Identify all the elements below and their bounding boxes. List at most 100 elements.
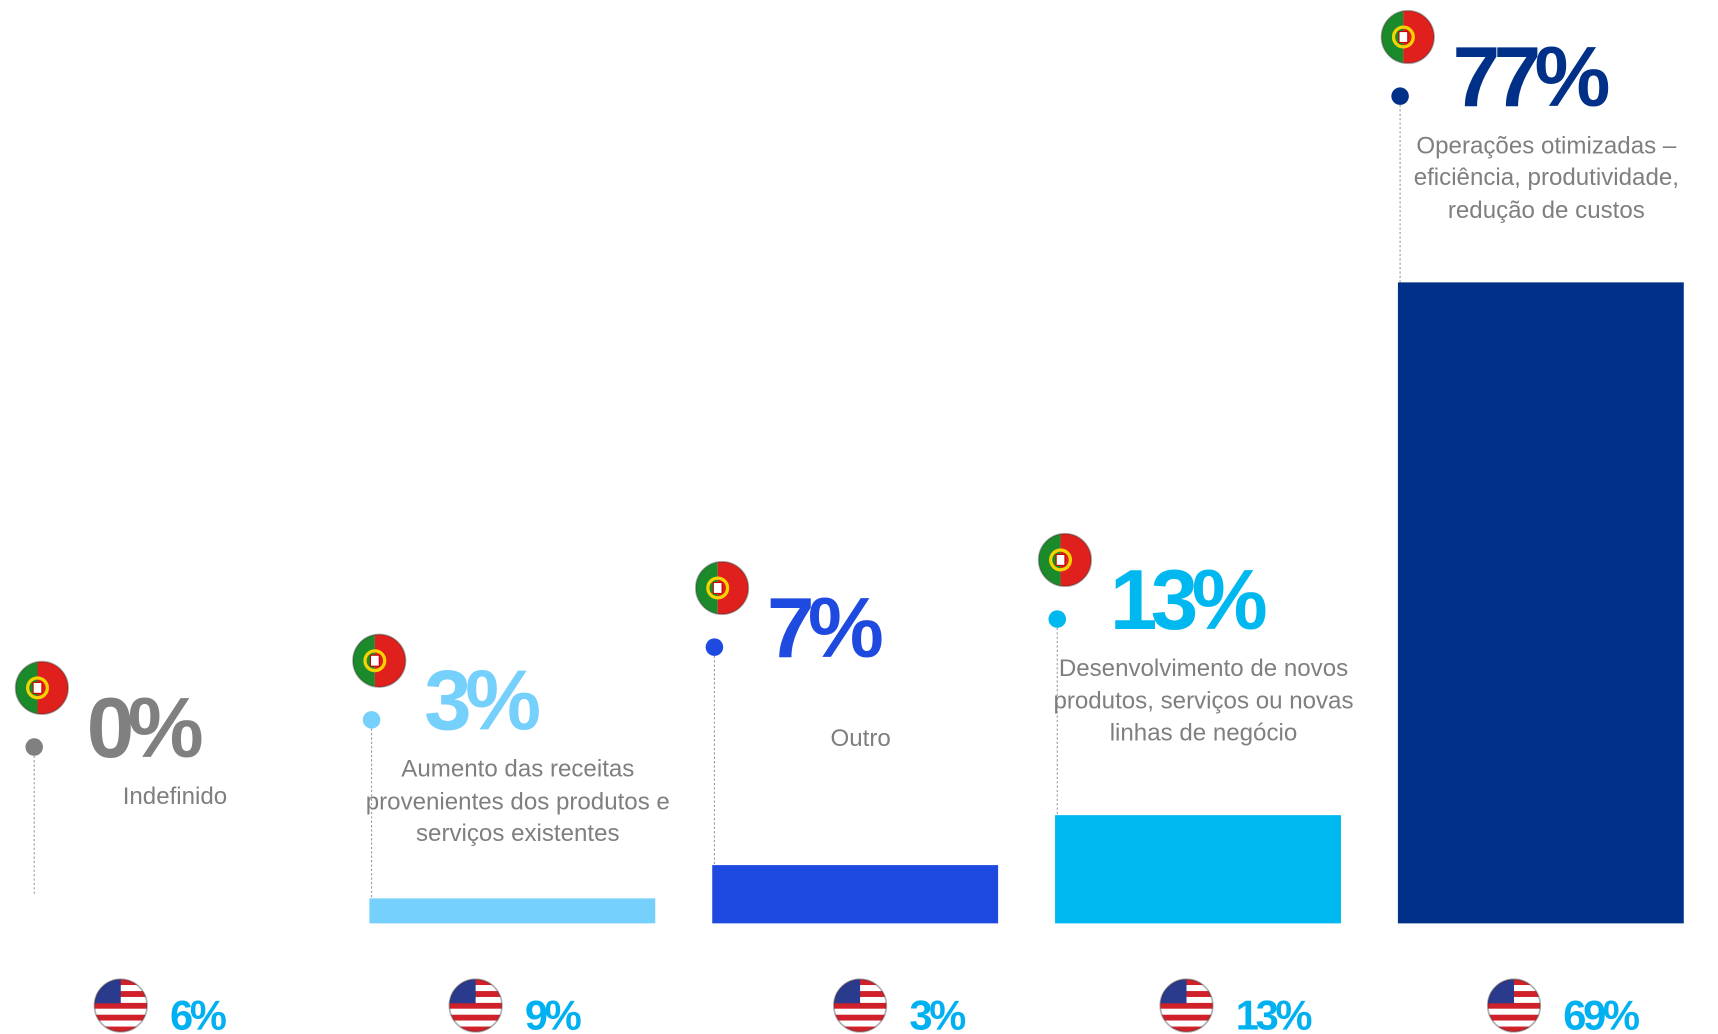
flag-stripe xyxy=(1487,985,1541,992)
flag-shield xyxy=(712,581,723,595)
flag-stripe xyxy=(833,1008,887,1015)
flag-body xyxy=(94,979,148,1032)
flag-stripe xyxy=(94,1008,148,1015)
us-flag xyxy=(448,978,503,1033)
us-flag xyxy=(1159,978,1214,1033)
dot xyxy=(1391,87,1409,105)
flag-stripe xyxy=(449,1008,502,1015)
pt-flag xyxy=(14,660,69,715)
value-label: 7% xyxy=(767,581,882,676)
flag-body xyxy=(1381,10,1435,64)
flag-stripe xyxy=(833,1026,887,1032)
flag-emblem xyxy=(363,649,387,673)
flag-stripe xyxy=(1160,1014,1213,1021)
category-label: Aumento das receitas provenientes dos pr… xyxy=(365,754,670,847)
us-value-label: 6% xyxy=(170,992,226,1034)
bar xyxy=(369,898,656,924)
flag-stripe xyxy=(1487,1008,1541,1015)
flag-stripe xyxy=(1487,1026,1541,1032)
flag-stripe xyxy=(449,985,502,992)
flag-stripe xyxy=(1487,1020,1541,1027)
flag-shine xyxy=(832,978,888,1033)
flag-emblem xyxy=(1049,548,1073,572)
bar xyxy=(1397,282,1684,924)
flag-stripe xyxy=(449,996,502,1003)
flag-shield xyxy=(369,654,380,667)
flag-stripe xyxy=(94,991,148,997)
flag-stripe xyxy=(833,1014,887,1021)
pt-flag xyxy=(1380,9,1435,65)
flag-emblem xyxy=(706,576,730,600)
flag-shield xyxy=(32,681,43,694)
dot xyxy=(25,738,43,756)
flag-stripe xyxy=(1160,1008,1213,1015)
flag-stripe xyxy=(449,1026,502,1032)
flag-shine xyxy=(1486,978,1542,1033)
flag-stripe xyxy=(449,1014,502,1021)
flag-stripe xyxy=(1487,1014,1541,1021)
flag-shine xyxy=(352,633,407,688)
flag-stripe xyxy=(94,1026,148,1032)
value-label: 77% xyxy=(1453,30,1609,125)
flag-body xyxy=(449,979,502,1032)
flag-shine xyxy=(694,560,750,616)
category-box: Operações otimizadas – eficiência, produ… xyxy=(1413,131,1679,224)
flag-emblem xyxy=(1391,25,1415,49)
flag-shine xyxy=(1159,978,1214,1033)
category-label: Operações otimizadas – eficiência, produ… xyxy=(1413,131,1679,224)
category-box: Indefinido xyxy=(122,782,228,810)
flag-stripe xyxy=(94,1020,148,1027)
flag-stripe xyxy=(833,1002,887,1009)
flag-shine xyxy=(448,978,503,1033)
us-value-label: 13% xyxy=(1236,992,1312,1034)
flag-stripe xyxy=(1160,1002,1213,1009)
us-value-label: 69% xyxy=(1563,992,1639,1034)
value-label: 3% xyxy=(424,654,539,749)
flag-stripe xyxy=(1487,979,1541,986)
flag-stripe xyxy=(449,991,502,997)
flag-stripe xyxy=(94,996,148,1003)
flag-stripe xyxy=(1160,1026,1213,1032)
flag-emblem xyxy=(25,676,49,700)
flag-stripe xyxy=(94,1002,148,1009)
flag-body xyxy=(1160,979,1213,1032)
flag-shield xyxy=(1055,553,1066,566)
flag-shield xyxy=(1398,30,1409,44)
flag-stripe xyxy=(94,985,148,992)
flag-stripe xyxy=(449,1020,502,1027)
flag-stripe xyxy=(1487,1002,1541,1009)
category-label: Outro xyxy=(830,723,891,752)
value-label: 0% xyxy=(87,681,202,776)
flag-stripe xyxy=(94,1014,148,1021)
flag-stripe xyxy=(1487,996,1541,1003)
dot xyxy=(705,638,724,656)
flag-shine xyxy=(1037,532,1093,588)
flag-stripe xyxy=(449,979,502,986)
us-flag xyxy=(832,978,888,1033)
us-flag xyxy=(93,978,148,1033)
us-value-label: 3% xyxy=(909,992,965,1034)
pt-flag xyxy=(1037,532,1093,588)
dot xyxy=(362,711,381,729)
flag-stripe xyxy=(1487,991,1541,997)
flag-stripe xyxy=(1160,1020,1213,1027)
flag-shine xyxy=(1380,9,1435,65)
bar xyxy=(1055,815,1341,924)
category-label: Desenvolvimento de novos produtos, servi… xyxy=(1053,654,1354,747)
dot xyxy=(1048,610,1067,628)
us-value-label: 9% xyxy=(525,992,581,1034)
pt-flag xyxy=(694,560,750,616)
value-label: 13% xyxy=(1110,553,1266,648)
pt-flag xyxy=(352,633,407,688)
category-label: Indefinido xyxy=(122,782,228,810)
flag-stripe xyxy=(94,979,148,986)
category-box: Outro xyxy=(830,723,891,752)
category-box: Aumento das receitas provenientes dos pr… xyxy=(365,754,670,847)
flag-stripe xyxy=(449,1002,502,1009)
us-flag xyxy=(1486,978,1542,1033)
bar xyxy=(712,865,999,924)
flag-shine xyxy=(14,660,69,715)
flag-shine xyxy=(93,978,148,1033)
category-box: Desenvolvimento de novos produtos, servi… xyxy=(1053,654,1354,747)
